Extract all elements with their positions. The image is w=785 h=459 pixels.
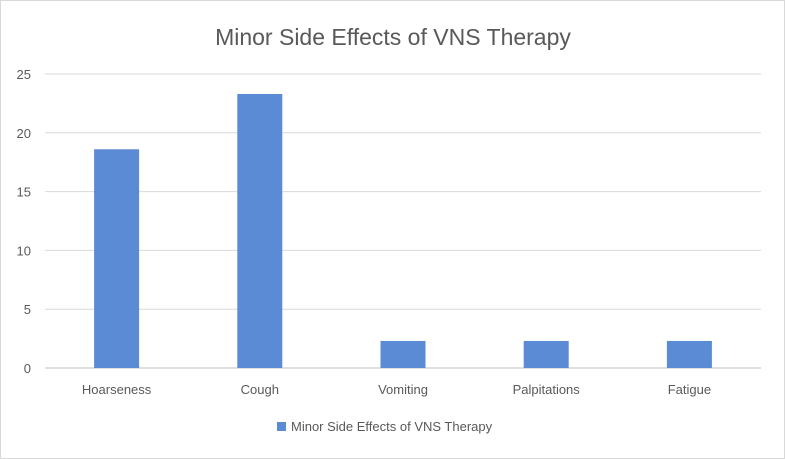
bar-palpitations bbox=[523, 340, 569, 368]
legend-swatch bbox=[277, 422, 286, 431]
x-tick-label: Hoarseness bbox=[82, 382, 152, 397]
legend-label: Minor Side Effects of VNS Therapy bbox=[291, 419, 493, 434]
bar-fatigue bbox=[666, 340, 712, 368]
x-axis-ticks: Hoarseness Cough Vomiting Palpitations Fatig… bbox=[82, 382, 711, 397]
bar-vomiting bbox=[380, 340, 426, 368]
x-tick-label: Cough bbox=[241, 382, 279, 397]
x-tick-label: Fatigue bbox=[668, 382, 711, 397]
gridlines bbox=[45, 73, 761, 369]
y-tick-label: 10 bbox=[17, 243, 31, 258]
chart-title: Minor Side Effects of VNS Therapy bbox=[215, 24, 571, 50]
y-tick-label: 5 bbox=[24, 302, 31, 317]
x-tick-label: Vomiting bbox=[378, 382, 428, 397]
y-tick-label: 25 bbox=[17, 67, 31, 82]
legend: Minor Side Effects of VNS Therapy bbox=[277, 419, 493, 434]
y-tick-label: 20 bbox=[17, 126, 31, 141]
bar-cough bbox=[237, 93, 283, 368]
bar-hoarseness bbox=[94, 149, 140, 368]
y-tick-label: 15 bbox=[17, 185, 31, 200]
y-axis-ticks: 0 5 10 15 20 25 bbox=[17, 67, 31, 376]
x-tick-label: Palpitations bbox=[513, 382, 581, 397]
bars bbox=[94, 93, 712, 368]
y-tick-label: 0 bbox=[24, 361, 31, 376]
